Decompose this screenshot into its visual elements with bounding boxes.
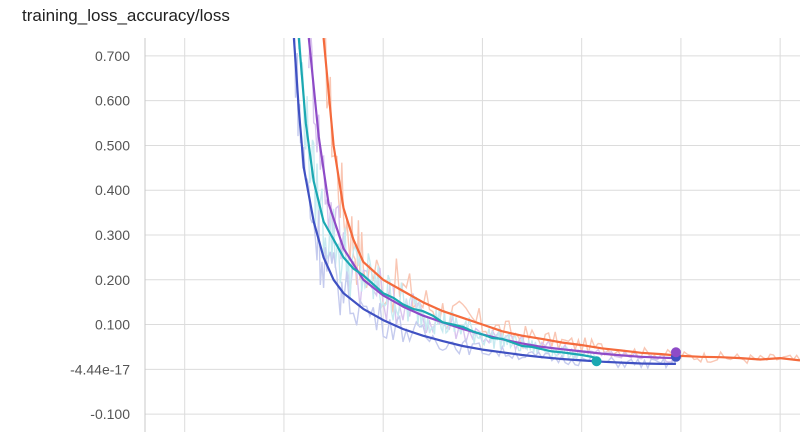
y-tick-label: 0.600 — [95, 93, 130, 109]
raw-series-layer — [294, 38, 800, 370]
smoothed-series-layer — [292, 38, 800, 365]
y-tick-label: -4.44e-17 — [70, 361, 130, 377]
y-tick-label: 0.300 — [95, 227, 130, 243]
y-tick-label: 0.400 — [95, 182, 130, 198]
series-end-marker[interactable] — [670, 347, 681, 358]
grid-lines — [145, 38, 800, 432]
end-markers — [591, 347, 681, 367]
chart-title: training_loss_accuracy/loss — [22, 6, 230, 25]
y-tick-label: 0.700 — [95, 48, 130, 64]
series-line[interactable] — [322, 38, 800, 362]
y-axis: -0.100 -4.44e-17 0.100 0.200 0.300 0.400 0.500… — [70, 38, 146, 432]
raw-series-line — [294, 38, 677, 370]
series-line[interactable] — [292, 38, 676, 365]
series-end-marker[interactable] — [591, 356, 602, 367]
y-tick-label: 0.200 — [95, 272, 130, 288]
raw-series-line — [308, 38, 676, 363]
y-tick-label: 0.500 — [95, 137, 130, 153]
y-tick-label: 0.100 — [95, 317, 130, 333]
y-tick-label: -0.100 — [90, 406, 130, 422]
series-line[interactable] — [297, 38, 597, 360]
